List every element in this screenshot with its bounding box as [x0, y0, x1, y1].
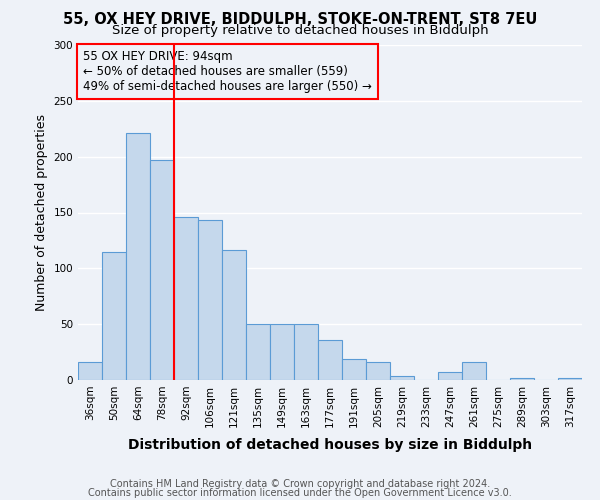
Text: Size of property relative to detached houses in Biddulph: Size of property relative to detached ho…: [112, 24, 488, 37]
Bar: [246, 324, 270, 380]
Bar: [510, 378, 534, 380]
Bar: [102, 252, 126, 380]
Text: Contains public sector information licensed under the Open Government Licence v3: Contains public sector information licen…: [88, 488, 512, 498]
Bar: [438, 372, 462, 380]
Text: 55 OX HEY DRIVE: 94sqm
← 50% of detached houses are smaller (559)
49% of semi-de: 55 OX HEY DRIVE: 94sqm ← 50% of detached…: [83, 50, 372, 93]
Text: Contains HM Land Registry data © Crown copyright and database right 2024.: Contains HM Land Registry data © Crown c…: [110, 479, 490, 489]
Bar: [198, 220, 222, 380]
Bar: [78, 362, 102, 380]
Bar: [390, 376, 414, 380]
Bar: [462, 362, 486, 380]
Bar: [150, 160, 174, 380]
Bar: [558, 378, 582, 380]
Bar: [294, 324, 318, 380]
Bar: [366, 362, 390, 380]
Bar: [222, 250, 246, 380]
Bar: [342, 359, 366, 380]
Text: 55, OX HEY DRIVE, BIDDULPH, STOKE-ON-TRENT, ST8 7EU: 55, OX HEY DRIVE, BIDDULPH, STOKE-ON-TRE…: [63, 12, 537, 28]
Bar: [174, 217, 198, 380]
X-axis label: Distribution of detached houses by size in Biddulph: Distribution of detached houses by size …: [128, 438, 532, 452]
Bar: [270, 324, 294, 380]
Bar: [318, 340, 342, 380]
Bar: [126, 133, 150, 380]
Y-axis label: Number of detached properties: Number of detached properties: [35, 114, 48, 311]
